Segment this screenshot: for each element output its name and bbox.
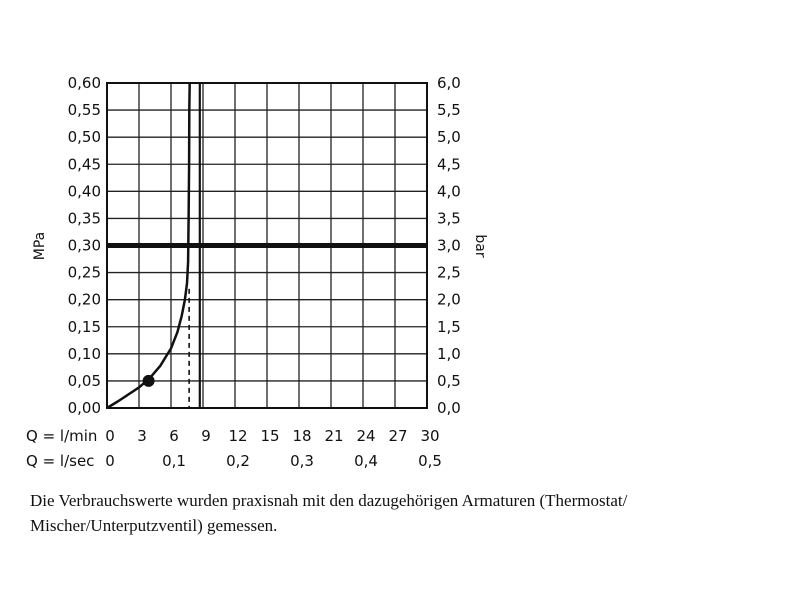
y-left-tick-label: 0,00 <box>68 399 101 417</box>
y-right-tick-label: 3,5 <box>437 209 461 227</box>
y-left-tick-label: 0,15 <box>68 318 101 336</box>
x-tick-label: 18 <box>292 427 311 445</box>
x-tick-label: 12 <box>228 427 247 445</box>
y-right-tick-label: 5,5 <box>437 101 461 119</box>
x-tick-label: 6 <box>169 427 179 445</box>
caption-text: Die Verbrauchswerte wurden praxisnah mit… <box>30 491 628 535</box>
x-tick-label: 15 <box>260 427 279 445</box>
y-right-tick-label: 1,5 <box>437 318 461 336</box>
x-tick-label: 21 <box>324 427 343 445</box>
x-tick-label: 0 <box>105 452 115 470</box>
y-left-axis-title: MPa <box>32 232 48 260</box>
y-right-tick-label: 4,5 <box>437 155 461 173</box>
x-tick-label: 9 <box>201 427 211 445</box>
y-right-tick-label: 3,0 <box>437 237 461 255</box>
x-tick-label: 0,2 <box>226 452 250 470</box>
y-right-axis-title: bar <box>472 234 488 257</box>
x-tick-label: 3 <box>137 427 147 445</box>
x-tick-label: 24 <box>356 427 375 445</box>
x-tick-label: 0,5 <box>418 452 442 470</box>
y-right-tick-label: 6,0 <box>437 74 461 92</box>
y-right-tick-label: 4,0 <box>437 182 461 200</box>
y-left-tick-label: 0,60 <box>68 74 101 92</box>
y-left-tick-label: 0,05 <box>68 372 101 390</box>
x-row-prefix: Q = l/sec <box>26 452 94 470</box>
x-row-prefix: Q = l/min <box>26 427 97 445</box>
x-tick-label: 0 <box>105 427 115 445</box>
x-axis-ticks: Q = l/min 0 3 6 9 12 15 18 21 24 27 30 Q = l/sec 0 0,1… <box>26 427 442 470</box>
y-left-tick-label: 0,40 <box>68 182 101 200</box>
x-tick-label: 0,4 <box>354 452 378 470</box>
y-left-tick-label: 0,55 <box>68 101 101 119</box>
reference-lines <box>107 83 427 408</box>
x-tick-label: 27 <box>388 427 407 445</box>
y-left-tick-label: 0,20 <box>68 291 101 309</box>
y-right-tick-label: 0,0 <box>437 399 461 417</box>
y-right-tick-label: 1,0 <box>437 345 461 363</box>
y-left-tick-label: 0,10 <box>68 345 101 363</box>
left-axis-ticks: 0,00 0,05 0,10 0,15 0,20 0,25 0,30 0,35 0,40 0,45… <box>68 74 101 417</box>
x-tick-label: 0,1 <box>162 452 186 470</box>
y-left-tick-label: 0,35 <box>68 209 101 227</box>
series-line-0 <box>106 82 191 410</box>
right-axis-ticks: 0,0 0,5 1,0 1,5 2,0 2,5 3,0 3,5 4,0 4,5 5,0 5,5 6,0 <box>437 74 461 417</box>
y-right-tick-label: 5,0 <box>437 128 461 146</box>
y-left-tick-label: 0,30 <box>68 237 101 255</box>
y-left-tick-label: 0,45 <box>68 155 101 173</box>
y-right-tick-label: 2,0 <box>437 291 461 309</box>
x-tick-label: 30 <box>420 427 439 445</box>
curve-layer <box>106 82 191 410</box>
y-right-tick-label: 2,5 <box>437 264 461 282</box>
curve-marker-point <box>142 374 155 387</box>
y-right-tick-label: 0,5 <box>437 372 461 390</box>
pressure-flow-chart: 0,000,050,100,150,200,250,300,350,400,45… <box>26 74 488 470</box>
y-left-tick-label: 0,50 <box>68 128 101 146</box>
x-tick-label: 0,3 <box>290 452 314 470</box>
y-left-tick-label: 0,25 <box>68 264 101 282</box>
